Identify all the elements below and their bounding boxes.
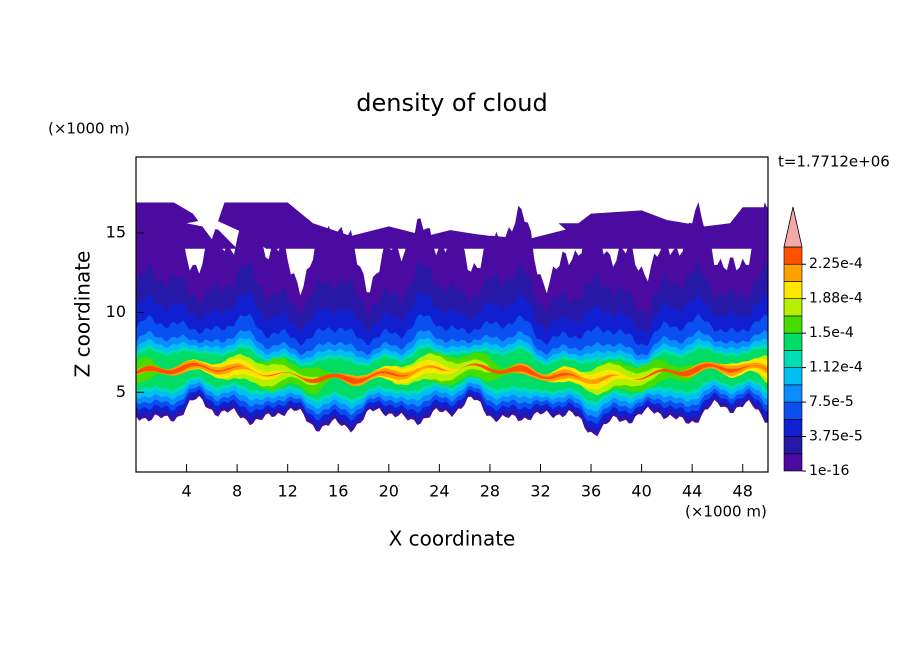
colorbar-tick-label: 1.88e-4 xyxy=(809,291,863,307)
x-tick-label: 36 xyxy=(581,482,601,501)
y-tick-label: 10 xyxy=(106,302,126,321)
colorbar-band xyxy=(783,384,803,403)
x-tick-label: 8 xyxy=(232,482,242,501)
colorbar-band xyxy=(783,315,803,334)
x-tick-label: 44 xyxy=(682,482,702,501)
colorbar-band xyxy=(783,453,803,472)
colorbar-tick-label: 7.5e-5 xyxy=(809,394,854,410)
contour-band xyxy=(136,353,768,396)
y-axis-label: Z coordinate xyxy=(71,251,95,378)
colorbar-band xyxy=(783,350,803,368)
colorbar-band xyxy=(783,367,803,386)
x-tick-label: 24 xyxy=(429,482,449,501)
x-tick-label: 16 xyxy=(328,482,348,501)
colorbar-tick-label: 3.75e-5 xyxy=(809,429,863,445)
colorbar-band xyxy=(783,281,803,299)
y-tick-label: 5 xyxy=(116,382,126,401)
x-tick-label: 4 xyxy=(181,482,191,501)
y-unit: (×1000 m) xyxy=(48,120,130,138)
x-tick-label: 40 xyxy=(631,482,651,501)
colorbar-tick-label: 1.12e-4 xyxy=(809,360,863,376)
colorbar-band xyxy=(783,332,803,351)
x-unit: (×1000 m) xyxy=(685,503,767,521)
time-annotation: t=1.7712e+06 xyxy=(778,153,890,171)
x-tick-label: 32 xyxy=(530,482,550,501)
x-tick-label: 28 xyxy=(480,482,500,501)
x-axis-label: X coordinate xyxy=(389,527,516,551)
colorbar-band xyxy=(783,246,803,265)
colorbar-band xyxy=(783,401,803,420)
y-tick-label: 15 xyxy=(106,222,126,241)
contour-band xyxy=(136,358,768,390)
contour-field xyxy=(136,202,768,437)
plot-frame xyxy=(135,156,769,473)
colorbar-band xyxy=(783,298,803,317)
colorbar-band xyxy=(783,419,803,437)
x-tick-label: 12 xyxy=(278,482,298,501)
colorbar-tick-label: 2.25e-4 xyxy=(809,256,863,272)
colorbar-band xyxy=(783,436,803,455)
x-tick-label: 48 xyxy=(733,482,753,501)
colorbar-tick-label: 1.5e-4 xyxy=(809,325,854,341)
chart-title: density of cloud xyxy=(356,89,547,117)
colorbar-tick-label: 1e-16 xyxy=(809,463,849,479)
colorbar-extend xyxy=(783,206,803,248)
contour-band xyxy=(136,362,768,384)
contour-band xyxy=(136,360,768,387)
x-tick-label: 20 xyxy=(379,482,399,501)
colorbar-band xyxy=(783,263,803,282)
contour-band xyxy=(136,202,768,249)
